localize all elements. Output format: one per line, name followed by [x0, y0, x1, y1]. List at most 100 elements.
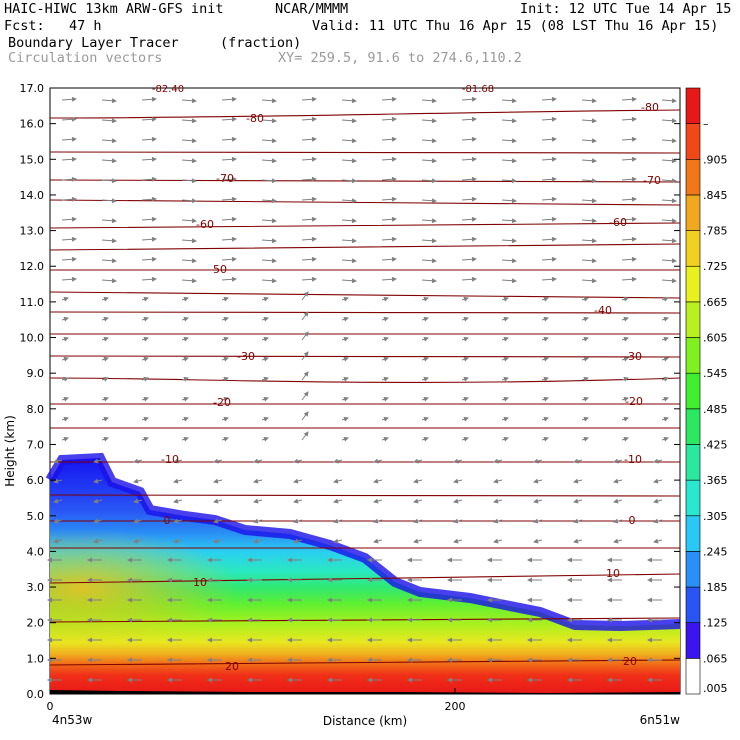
vector-arrow	[621, 216, 637, 222]
vector-arrow	[581, 218, 597, 224]
vector-arrow	[141, 216, 157, 222]
vector-arrow	[501, 258, 517, 264]
vector-arrow	[181, 336, 189, 342]
vector-arrow	[181, 376, 189, 382]
vector-arrow	[421, 436, 429, 442]
colorbar-label: .245	[703, 545, 728, 558]
vector-arrow	[621, 316, 629, 322]
vector-arrow	[381, 96, 397, 102]
vector-arrow	[461, 96, 477, 102]
vector-arrow	[293, 478, 303, 484]
vector-arrow	[621, 196, 637, 202]
x-axis-label: Distance (km)	[323, 714, 407, 728]
vector-arrow	[101, 336, 109, 342]
vector-arrow	[413, 478, 423, 484]
vector-arrow	[53, 538, 63, 544]
vector-arrow	[181, 218, 197, 224]
colorbar-swatch	[685, 194, 701, 231]
vector-arrow	[61, 156, 77, 162]
org-label: NCAR/MMMM	[275, 1, 349, 17]
vector-arrow	[581, 278, 597, 284]
vector-arrow	[301, 96, 317, 102]
colorbar-swatch	[685, 479, 701, 517]
x-tick-label: 0	[47, 700, 54, 713]
vector-arrow	[621, 276, 637, 282]
vector-arrow	[381, 176, 397, 182]
vector-arrow	[541, 396, 549, 402]
vector-arrow	[541, 336, 549, 342]
colorbar-swatch	[685, 301, 701, 338]
vector-arrow	[381, 396, 389, 402]
contour-label: -20	[625, 395, 643, 408]
vector-arrow	[221, 196, 237, 202]
vector-arrow	[621, 396, 629, 402]
vector-arrow	[101, 198, 117, 204]
vector-arrow	[621, 156, 637, 162]
vector-arrow	[61, 256, 77, 262]
vector-arrow	[221, 156, 237, 162]
vector-arrow	[501, 138, 517, 144]
vector-arrow	[573, 538, 583, 544]
vector-arrow	[221, 216, 237, 222]
y-tick-label: 0.0	[27, 688, 45, 701]
vector-arrow	[261, 376, 269, 382]
vector-arrow	[341, 238, 357, 244]
vector-arrow	[341, 436, 349, 442]
model-title: HAIC-HIWC 13km ARW-GFS init	[4, 1, 224, 17]
vector-arrow	[261, 198, 277, 204]
contour-label: -80	[641, 101, 659, 114]
colorbar-swatch	[685, 515, 701, 552]
vector-arrow	[341, 278, 357, 284]
y-tick-label: 6.0	[27, 474, 45, 487]
vector-arrow	[581, 296, 589, 302]
vector-arrow	[221, 296, 229, 302]
vector-arrow	[461, 356, 469, 362]
vector-arrow	[101, 376, 109, 382]
vector-arrow	[181, 178, 197, 184]
vector-arrow	[53, 458, 63, 464]
vector-arrow	[301, 256, 317, 262]
vector-arrow	[421, 316, 429, 322]
vector-arrow	[613, 498, 623, 504]
vector-arrow	[581, 356, 589, 362]
vector-arrow	[421, 296, 429, 302]
vector-arrow	[541, 116, 557, 122]
vector-arrow	[61, 176, 77, 182]
vector-arrow	[533, 518, 543, 524]
colorbar-label: .905	[703, 153, 728, 166]
vector-arrow	[333, 538, 343, 544]
vector-arrow	[381, 296, 389, 302]
contour-label: -10	[161, 453, 179, 466]
vector-arrow	[381, 236, 397, 242]
vector-arrow	[93, 478, 103, 484]
vector-arrow	[261, 218, 277, 224]
vector-arrow	[381, 196, 397, 202]
vector-arrow	[653, 478, 663, 484]
vector-arrow	[101, 158, 117, 164]
vector-arrow	[461, 156, 477, 162]
vector-arrow	[221, 276, 237, 282]
vector-arrow	[621, 376, 629, 382]
colorbar-swatch	[685, 337, 701, 374]
vector-arrow	[293, 458, 303, 464]
vector-arrow	[93, 498, 103, 504]
vector-arrow	[253, 478, 263, 484]
contour-label: -40	[594, 304, 612, 317]
vector-arrow	[301, 371, 309, 381]
vector-arrow	[61, 336, 69, 342]
contour-label: 10	[606, 567, 620, 580]
vector-arrow	[373, 518, 383, 524]
y-tick-label: 4.0	[27, 545, 45, 558]
vector-arrow	[461, 196, 477, 202]
vector-arrow	[461, 136, 477, 142]
vector-arrow	[501, 376, 509, 382]
vector-arrow	[661, 316, 669, 322]
vector-arrow	[653, 458, 663, 464]
vector-arrow	[301, 236, 317, 242]
colorbar-label: .485	[703, 403, 728, 416]
contour-label: -60	[609, 216, 627, 229]
vector-arrow	[341, 118, 357, 124]
vector-arrow	[101, 138, 117, 144]
vector-arrow	[301, 291, 309, 301]
